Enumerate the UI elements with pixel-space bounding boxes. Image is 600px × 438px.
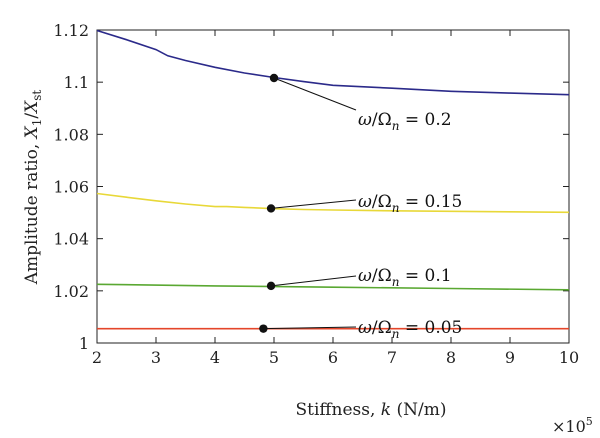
series-line-2 <box>96 192 570 214</box>
x-tick-label: 7 <box>387 348 397 367</box>
y-axis-title-num: X <box>22 125 42 140</box>
y-tick-label: 1 <box>79 334 89 353</box>
y-axis-title: Amplitude ratio, X1/Xst <box>22 90 44 286</box>
annotation-slash: / <box>372 318 378 338</box>
annotation-marker-4 <box>259 324 268 333</box>
x-axis-multiplier-exp: 5 <box>586 415 593 428</box>
annotation-slash: / <box>372 266 378 286</box>
annotation-marker-3 <box>266 281 276 291</box>
annotation-den-sub: n <box>392 327 400 341</box>
x-tick-label: 5 <box>269 348 279 367</box>
x-axis-title-var: k <box>381 400 391 420</box>
y-axis-title-den: X <box>22 100 42 115</box>
y-axis-title-slash: / <box>22 113 42 119</box>
series-line-1 <box>96 29 570 96</box>
y-axis-title-den-sub: st <box>30 90 44 101</box>
x-axis-title: Stiffness, k (N/m) <box>296 400 447 420</box>
x-tick-label: 4 <box>210 348 220 367</box>
y-tick-label: 1.1 <box>64 73 89 92</box>
annotation-den-sub: n <box>392 201 400 215</box>
y-tick-label: 1.08 <box>53 125 89 144</box>
annotation-value: = 0.15 <box>399 192 462 212</box>
annotation-leader-3 <box>270 275 357 287</box>
annotation-den: Ω <box>378 192 392 212</box>
x-tick-label: 8 <box>446 348 456 367</box>
y-tick-label: 1.12 <box>53 21 89 40</box>
annotation-label-2: ω/Ωn = 0.15 <box>358 192 462 215</box>
annotation-label-3: ω/Ωn = 0.1 <box>358 266 452 289</box>
annotation-den-sub: n <box>392 119 400 133</box>
annotation-label-1: ω/Ωn = 0.2 <box>358 110 452 133</box>
y-tick-label: 1.02 <box>53 282 89 301</box>
annotation-var: ω <box>358 110 372 130</box>
x-axis-multiplier: ×105 <box>552 415 593 436</box>
x-axis-title-unit: (N/m) <box>391 400 446 420</box>
annotation-den: Ω <box>378 110 392 130</box>
x-axis-title-main: Stiffness, <box>296 400 381 420</box>
y-axis-title-num-sub: 1 <box>30 119 44 127</box>
annotation-var: ω <box>358 192 372 212</box>
annotation-slash: / <box>372 110 378 130</box>
annotation-value: = 0.05 <box>399 318 462 338</box>
annotation-leader-4 <box>263 326 357 330</box>
x-tick-label: 9 <box>505 348 515 367</box>
annotation-var: ω <box>358 266 372 286</box>
annotation-value: = 0.1 <box>399 266 451 286</box>
x-axis-multiplier-base: ×10 <box>552 417 586 436</box>
y-axis-title-main: Amplitude ratio, <box>22 138 42 285</box>
y-tick-label: 1.04 <box>53 230 89 249</box>
annotation-den-sub: n <box>392 275 400 289</box>
x-tick-label: 6 <box>328 348 338 367</box>
annotation-den: Ω <box>378 266 392 286</box>
annotation-leader-1 <box>273 77 357 111</box>
annotation-label-4: ω/Ωn = 0.05 <box>358 318 462 341</box>
annotation-slash: / <box>372 192 378 212</box>
x-tick-label: 10 <box>559 348 579 367</box>
x-tick-label: 2 <box>92 348 102 367</box>
x-tick-label: 3 <box>151 348 161 367</box>
annotation-marker-2 <box>266 204 276 213</box>
plot-frame <box>96 29 570 344</box>
annotation-den: Ω <box>378 318 392 338</box>
annotation-value: = 0.2 <box>399 110 451 130</box>
y-tick-label: 1.06 <box>53 178 89 197</box>
annotation-var: ω <box>358 318 372 338</box>
annotation-leader-2 <box>271 199 357 209</box>
series-line-3 <box>96 283 570 291</box>
annotation-marker-1 <box>269 73 279 83</box>
